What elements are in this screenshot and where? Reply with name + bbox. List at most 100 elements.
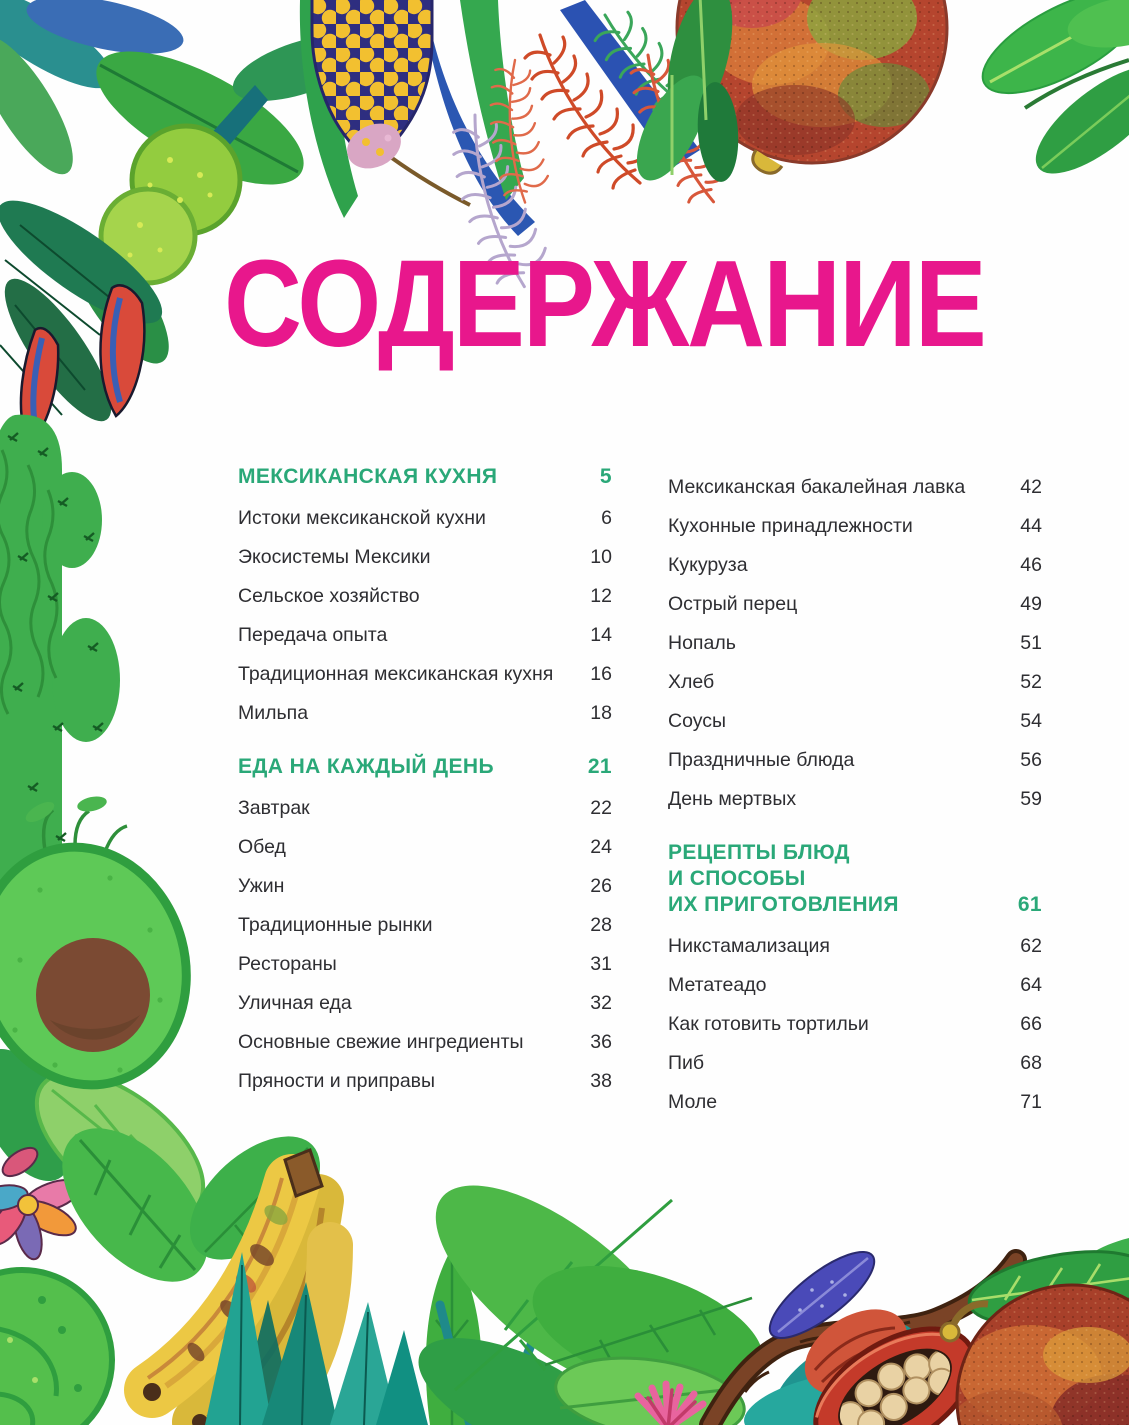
toc-section-heading: ЕДА НА КАЖДЫЙ ДЕНЬ 21 — [238, 754, 612, 780]
cactus-illustration — [0, 414, 120, 885]
toc-entry: Обед 24 — [238, 836, 612, 858]
toc-entry-page: 10 — [590, 546, 612, 568]
toc-entry-page: 24 — [590, 836, 612, 858]
toc-entry-page: 62 — [1020, 935, 1042, 957]
toc-entry-label: Как готовить тортильи — [668, 1013, 869, 1035]
toc-entry-label: Традиционная мексиканская кухня — [238, 663, 554, 685]
toc-entry-page: 51 — [1020, 632, 1042, 654]
toc-entry-label: Пряности и приправы — [238, 1070, 436, 1092]
toc-entry-label: День мертвых — [668, 788, 797, 810]
toc-section-recipes: РЕЦЕПТЫ БЛЮД И СПОСОБЫ ИХ ПРИГОТОВЛЕНИЯ … — [668, 840, 1042, 1113]
toc-entry: Моле 71 — [668, 1091, 1042, 1113]
toc-entry-page: 14 — [590, 624, 612, 646]
toc-entry: Ужин 26 — [238, 875, 612, 897]
toc-entry-label: Передача опыта — [238, 624, 388, 646]
toc-entry-label: Ужин — [238, 875, 285, 897]
toc-section-heading: РЕЦЕПТЫ БЛЮД И СПОСОБЫ ИХ ПРИГОТОВЛЕНИЯ … — [668, 840, 1042, 918]
mamey-fruit-bottom-illustration — [939, 1235, 1129, 1425]
toc-entry: Рестораны 31 — [238, 953, 612, 975]
toc-section-mexican-cuisine: МЕКСИКАНСКАЯ КУХНЯ 5 Истоки мексиканской… — [238, 464, 612, 724]
toc-entry-label: Мексиканская бакалейная лавка — [668, 476, 966, 498]
toc-entry-page: 52 — [1020, 671, 1042, 693]
toc-entry-label: Традиционные рынки — [238, 914, 433, 936]
toc-entry-page: 64 — [1020, 974, 1042, 996]
toc-section-everyday-food: ЕДА НА КАЖДЫЙ ДЕНЬ 21 Завтрак 22 Обед 24… — [238, 754, 612, 1092]
toc-entry-page: 18 — [590, 702, 612, 724]
toc-entry-page: 31 — [590, 953, 612, 975]
toc-entry: Нопаль 51 — [668, 632, 1042, 654]
toc-entry-page: 22 — [590, 797, 612, 819]
toc-entry-label: Истоки мексиканской кухни — [238, 507, 486, 529]
toc-entry-page: 56 — [1020, 749, 1042, 771]
toc-entry: Праздничные блюда 56 — [668, 749, 1042, 771]
toc-entry-label: Пиб — [668, 1052, 705, 1074]
toc-entry: Основные свежие ингредиенты 36 — [238, 1031, 612, 1053]
toc-section-heading-label: РЕЦЕПТЫ БЛЮД И СПОСОБЫ ИХ ПРИГОТОВЛЕНИЯ — [668, 841, 899, 916]
toc-entry-label: Кукуруза — [668, 554, 748, 576]
toc-entry-label: Соусы — [668, 710, 727, 732]
toc-entry: Мильпа 18 — [238, 702, 612, 724]
toc-entry: Кухонные принадлежности 44 — [668, 515, 1042, 537]
toc-entry-label: Сельское хозяйство — [238, 585, 420, 607]
toc-column-left: МЕКСИКАНСКАЯ КУХНЯ 5 Истоки мексиканской… — [238, 458, 612, 1109]
toc-section-heading-page: 5 — [599, 465, 612, 488]
toc-entry-page: 59 — [1020, 788, 1042, 810]
fan-leaves-illustration — [418, 1185, 764, 1425]
toc-section-heading-page: 61 — [1017, 893, 1042, 916]
toc-entry-page: 32 — [590, 992, 612, 1014]
toc-section-heading: МЕКСИКАНСКАЯ КУХНЯ 5 — [238, 464, 612, 490]
toc-entry-page: 49 — [1020, 593, 1042, 615]
toc-entry-page: 66 — [1020, 1013, 1042, 1035]
toc-entry: Соусы 54 — [668, 710, 1042, 732]
toc-entry-page: 54 — [1020, 710, 1042, 732]
top-right-leaves-illustration — [981, 0, 1129, 174]
toc-entry-label: Никстамализация — [668, 935, 830, 957]
toc-entry-label: Уличная еда — [238, 992, 352, 1014]
toc-entry-label: Основные свежие ингредиенты — [238, 1031, 524, 1053]
toc-entry-label: Нопаль — [668, 632, 736, 654]
page-title: СОДЕРЖАНИЕ — [224, 234, 987, 373]
toc-section-heading-label: МЕКСИКАНСКАЯ КУХНЯ — [238, 465, 498, 488]
toc-entry: Пряности и приправы 38 — [238, 1070, 612, 1092]
toc-entry: Сельское хозяйство 12 — [238, 585, 612, 607]
toc-section-heading-label: ЕДА НА КАЖДЫЙ ДЕНЬ — [238, 755, 494, 778]
toc-entry-label: Экосистемы Мексики — [238, 546, 431, 568]
toc-entry-label: Завтрак — [238, 797, 310, 819]
toc-entry-page: 6 — [601, 507, 612, 529]
toc-entry-label: Обед — [238, 836, 286, 858]
tropical-flower-illustration — [0, 1146, 82, 1261]
toc-entry-page: 68 — [1020, 1052, 1042, 1074]
toc-entry-label: Острый перец — [668, 593, 798, 615]
toc-entry-page: 36 — [590, 1031, 612, 1053]
pink-flower-illustration — [634, 1380, 707, 1425]
toc-entry: Передача опыта 14 — [238, 624, 612, 646]
toc-entry: Пиб 68 — [668, 1052, 1042, 1074]
toc-section-heading-page: 21 — [587, 755, 612, 778]
toc-entry-page: 46 — [1020, 554, 1042, 576]
toc-entry-page: 71 — [1020, 1091, 1042, 1113]
toc-entry-page: 44 — [1020, 515, 1042, 537]
toc-entry-label: Кухонные принадлежности — [668, 515, 913, 537]
toc-entry-page: 12 — [590, 585, 612, 607]
toc-section-pantry: Мексиканская бакалейная лавка 42 Кухонны… — [668, 476, 1042, 810]
toc-entry: Уличная еда 32 — [238, 992, 612, 1014]
heliconia-buds-illustration — [0, 200, 163, 444]
toc-entry: Завтрак 22 — [238, 797, 612, 819]
cacao-pod-illustration — [804, 1309, 977, 1425]
toc-entry-label: Рестораны — [238, 953, 337, 975]
toc-entry: Никстамализация 62 — [668, 935, 1042, 957]
toc-entry-label: Праздничные блюда — [668, 749, 855, 771]
mamey-fruit-top-illustration — [636, 0, 949, 182]
toc-entry: Мексиканская бакалейная лавка 42 — [668, 476, 1042, 498]
toc-entry-label: Метатеадо — [668, 974, 767, 996]
toc-entry: Традиционные рынки 28 — [238, 914, 612, 936]
teal-grass-illustration — [205, 1248, 565, 1425]
toc-entry-page: 16 — [590, 663, 612, 685]
toc-entry-page: 26 — [590, 875, 612, 897]
toc-entry-page: 28 — [590, 914, 612, 936]
toc-entry-page: 38 — [590, 1070, 612, 1092]
toc-entry: День мертвых 59 — [668, 788, 1042, 810]
toc-entry-label: Моле — [668, 1091, 718, 1113]
